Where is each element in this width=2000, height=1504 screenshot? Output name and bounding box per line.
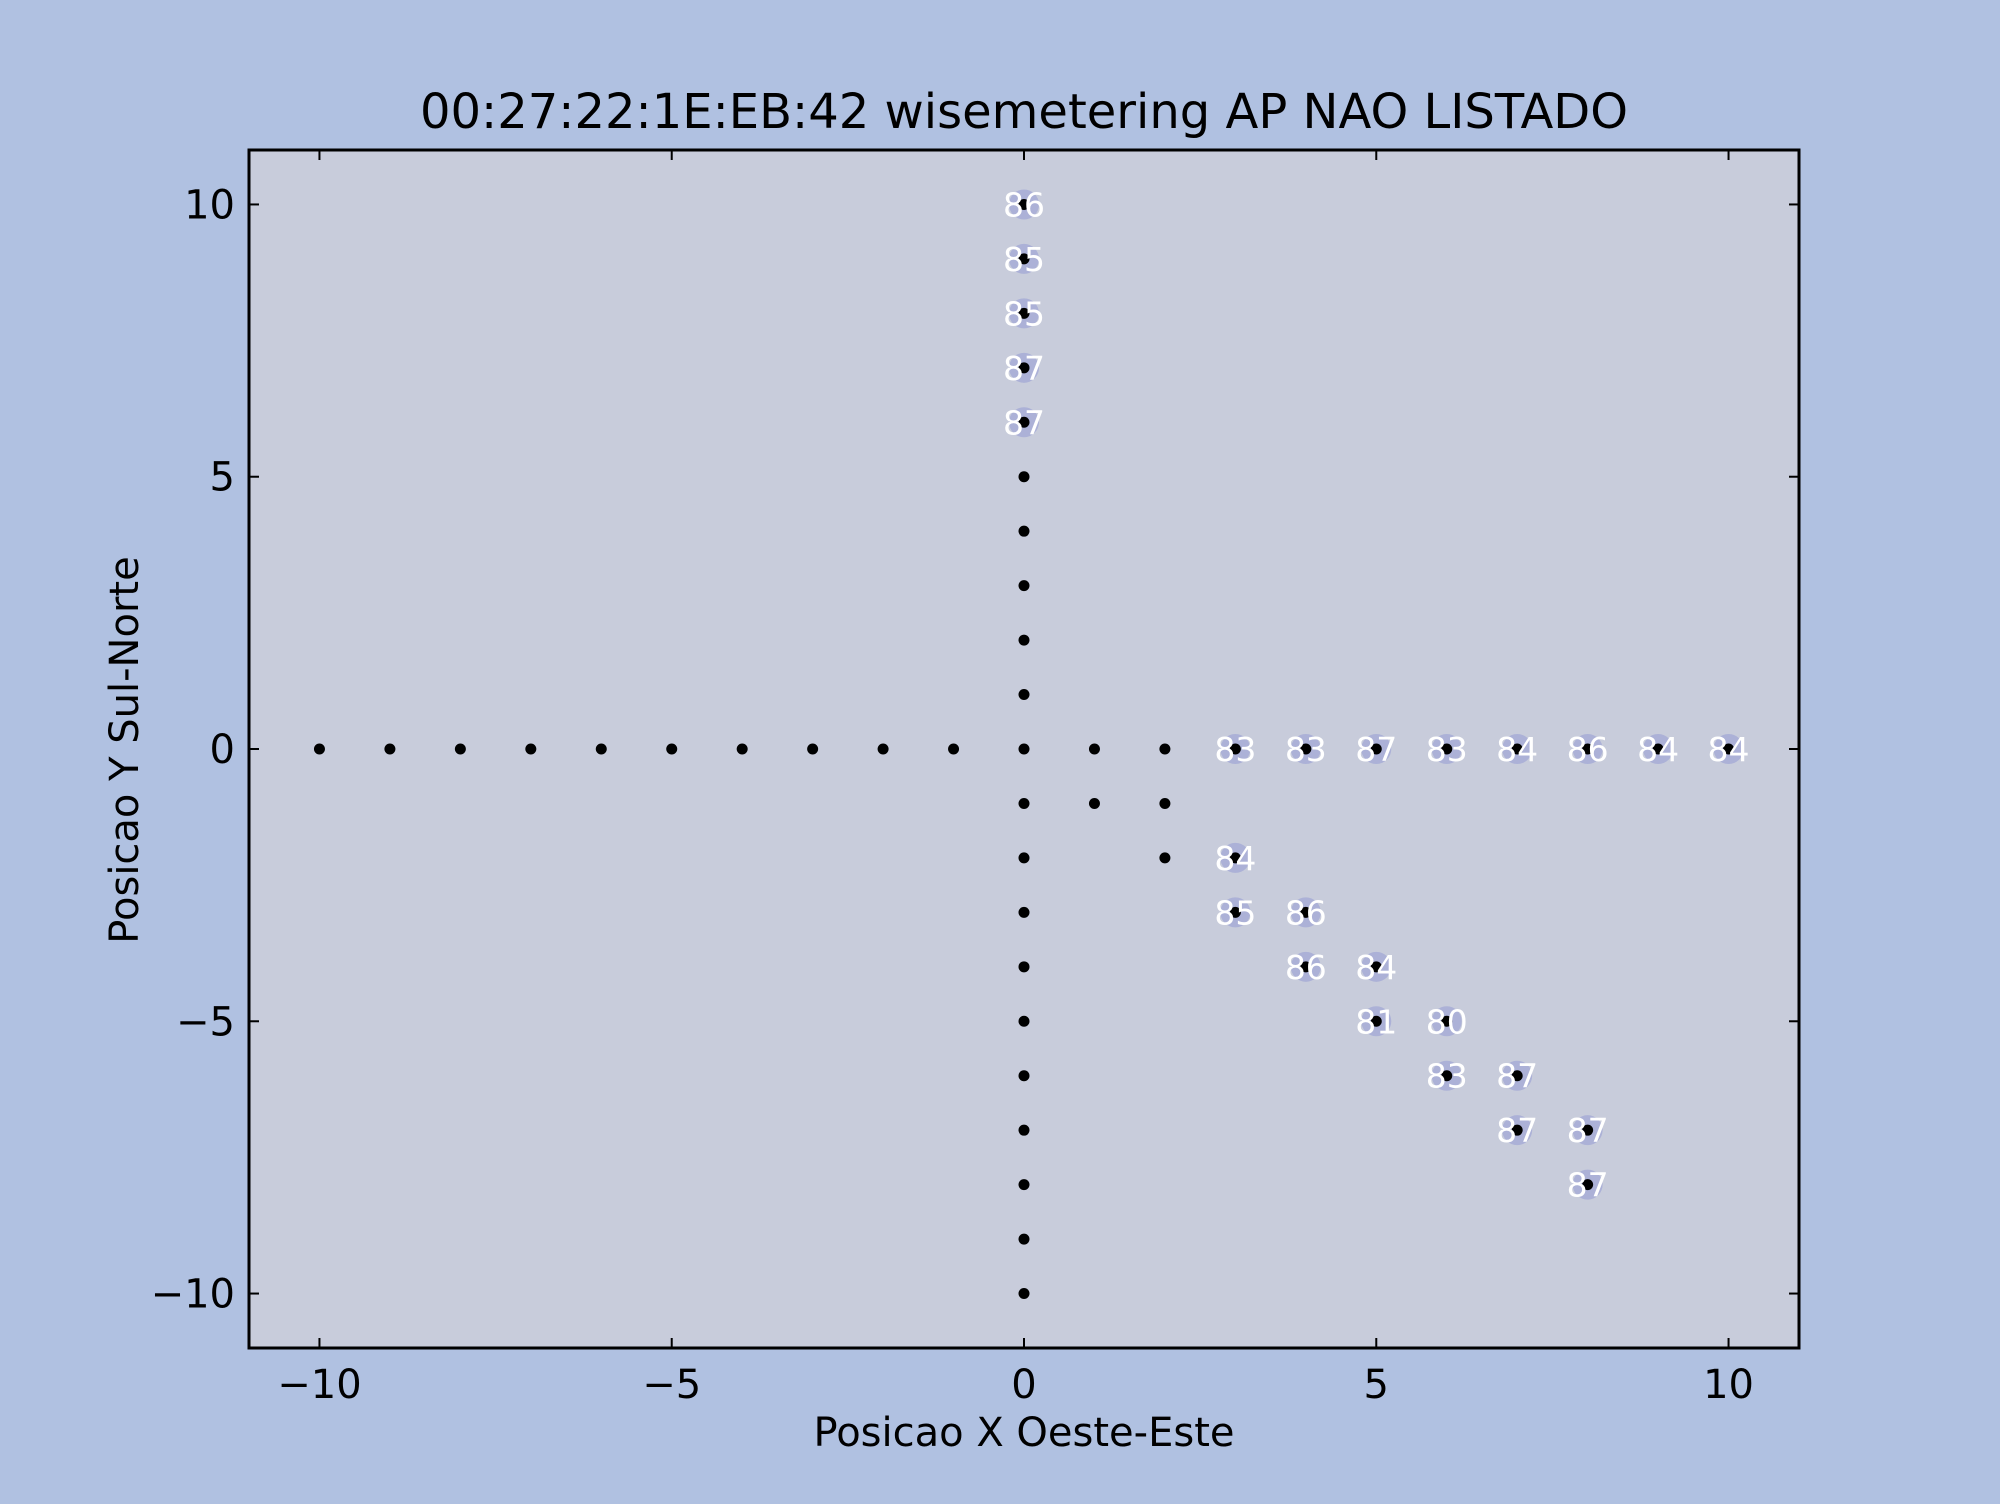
point-label: 85 bbox=[1003, 294, 1045, 333]
data-point bbox=[1300, 743, 1312, 755]
data-point bbox=[1018, 1070, 1030, 1082]
data-point bbox=[1018, 307, 1030, 319]
point-label: 83 bbox=[1426, 730, 1468, 769]
data-point bbox=[1018, 1233, 1030, 1245]
x-tick-label: −10 bbox=[277, 1362, 361, 1408]
data-point bbox=[1018, 797, 1030, 809]
data-point bbox=[1159, 797, 1171, 809]
data-point bbox=[1018, 1015, 1030, 1027]
data-point bbox=[1300, 961, 1312, 973]
point-label: 84 bbox=[1708, 730, 1750, 769]
data-point bbox=[1159, 743, 1171, 755]
point-label: 81 bbox=[1355, 1002, 1397, 1041]
data-point bbox=[1511, 1070, 1523, 1082]
data-point bbox=[1018, 906, 1030, 918]
data-point bbox=[1018, 198, 1030, 210]
data-point bbox=[736, 743, 748, 755]
ticks-layer: −10 −5 0 5 10 −10 −5 0 5 10 bbox=[151, 150, 1799, 1408]
point-label: 84 bbox=[1496, 730, 1538, 769]
point-label: 87 bbox=[1355, 730, 1397, 769]
data-point bbox=[525, 743, 537, 755]
point-label: 86 bbox=[1285, 948, 1327, 987]
point-label: 87 bbox=[1567, 1166, 1609, 1205]
data-point bbox=[1018, 471, 1030, 483]
point-label: 87 bbox=[1003, 403, 1045, 442]
y-tick-label: 10 bbox=[184, 182, 235, 228]
data-point bbox=[1441, 1015, 1453, 1027]
data-point bbox=[1370, 961, 1382, 973]
data-point bbox=[1441, 743, 1453, 755]
data-point bbox=[807, 743, 819, 755]
data-point bbox=[948, 743, 960, 755]
point-label: 86 bbox=[1567, 730, 1609, 769]
data-point bbox=[1088, 743, 1100, 755]
x-tick-label: 10 bbox=[1703, 1362, 1754, 1408]
point-label: 86 bbox=[1285, 893, 1327, 932]
data-point bbox=[1018, 1288, 1030, 1300]
data-point bbox=[454, 743, 466, 755]
data-point bbox=[1018, 253, 1030, 265]
point-label: 80 bbox=[1426, 1002, 1468, 1041]
data-point bbox=[1582, 1124, 1594, 1136]
data-point bbox=[1018, 961, 1030, 973]
point-label: 83 bbox=[1426, 1057, 1468, 1096]
x-tick-label: −5 bbox=[642, 1362, 701, 1408]
data-point bbox=[1229, 852, 1241, 864]
y-tick-label: −10 bbox=[151, 1272, 235, 1318]
data-point bbox=[1018, 689, 1030, 701]
plot-frame bbox=[247, 148, 1801, 1350]
data-point bbox=[1159, 852, 1171, 864]
point-label: 87 bbox=[1003, 349, 1045, 388]
data-point bbox=[1652, 743, 1664, 755]
data-point bbox=[595, 743, 607, 755]
data-point bbox=[1018, 743, 1030, 755]
point-label: 85 bbox=[1003, 240, 1045, 279]
data-point bbox=[1441, 1070, 1453, 1082]
data-point bbox=[1018, 416, 1030, 428]
y-tick-label: 0 bbox=[210, 727, 235, 773]
x-axis-label: Posicao X Oeste-Este bbox=[814, 1410, 1235, 1456]
data-point bbox=[1088, 797, 1100, 809]
chart-title: 00:27:22:1E:EB:42 wisemetering AP NAO LI… bbox=[420, 84, 1628, 140]
data-point bbox=[1018, 852, 1030, 864]
data-point bbox=[1018, 525, 1030, 537]
data-point bbox=[1018, 1179, 1030, 1191]
x-tick-label: 5 bbox=[1364, 1362, 1389, 1408]
data-point bbox=[1723, 743, 1735, 755]
y-axis-label: Posicao Y Sul-Norte bbox=[102, 556, 148, 943]
point-label: 87 bbox=[1496, 1111, 1538, 1150]
data-point bbox=[1300, 906, 1312, 918]
y-tick-label: 5 bbox=[210, 455, 235, 501]
data-point bbox=[1511, 1124, 1523, 1136]
point-label: 87 bbox=[1567, 1111, 1609, 1150]
point-label: 83 bbox=[1214, 730, 1256, 769]
data-point bbox=[384, 743, 396, 755]
data-point bbox=[1582, 1179, 1594, 1191]
data-point bbox=[1229, 743, 1241, 755]
x-tick-label: 0 bbox=[1011, 1362, 1036, 1408]
data-point bbox=[1018, 1124, 1030, 1136]
data-point bbox=[666, 743, 678, 755]
data-point bbox=[313, 743, 325, 755]
points-layer: 83 83 87 83 84 86 84 84 86 85 85 87 87 84 85 86 86 84 81 80… bbox=[313, 185, 1750, 1300]
data-point bbox=[1018, 634, 1030, 646]
data-point bbox=[1018, 362, 1030, 374]
y-tick-label: −5 bbox=[176, 999, 235, 1045]
point-label: 84 bbox=[1637, 730, 1679, 769]
data-point bbox=[1370, 743, 1382, 755]
point-label: 86 bbox=[1003, 185, 1045, 224]
point-label: 85 bbox=[1214, 893, 1256, 932]
data-point bbox=[1582, 743, 1594, 755]
data-point bbox=[1229, 906, 1241, 918]
point-label: 84 bbox=[1214, 839, 1256, 878]
data-point bbox=[1511, 743, 1523, 755]
point-label: 83 bbox=[1285, 730, 1327, 769]
data-point bbox=[877, 743, 889, 755]
data-point bbox=[1018, 580, 1030, 592]
data-point bbox=[1370, 1015, 1382, 1027]
point-label: 84 bbox=[1355, 948, 1397, 987]
point-label: 87 bbox=[1496, 1057, 1538, 1096]
